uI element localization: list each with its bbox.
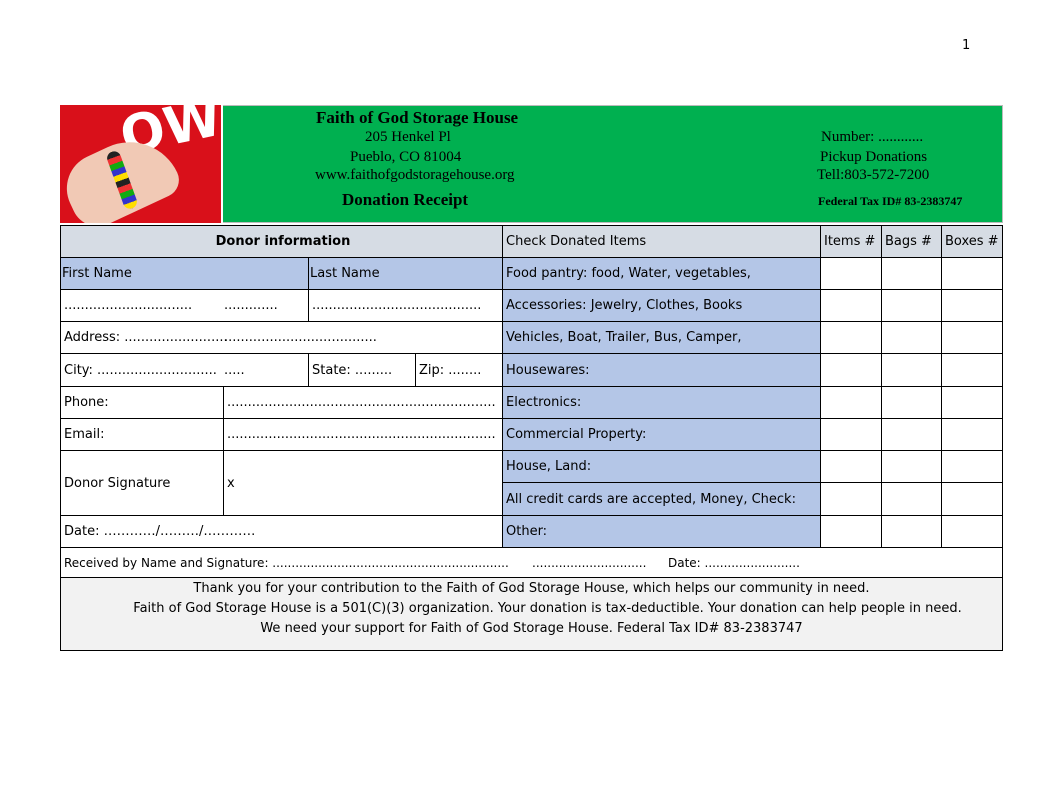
items-count-cell[interactable] <box>820 418 882 451</box>
state-field[interactable]: State: ......... <box>308 353 416 387</box>
items-count-header: Items # <box>820 225 882 258</box>
email-field[interactable]: ........................................… <box>223 418 503 451</box>
signature-label: Donor Signature <box>60 450 224 516</box>
phone-field[interactable]: ........................................… <box>223 386 503 419</box>
donor-section-title: Donor information <box>60 225 503 258</box>
date-field[interactable]: Date: …………/………/………… <box>60 515 503 548</box>
items-count-cell[interactable] <box>820 515 882 548</box>
boxes-count-cell[interactable] <box>941 321 1003 354</box>
address-field[interactable]: Address: ......................... .....… <box>60 321 503 354</box>
receipt-number: Number: ............ <box>821 129 924 145</box>
boxes-count-cell[interactable] <box>941 418 1003 451</box>
bags-count-cell[interactable] <box>881 450 942 483</box>
received-by-label: Received by Name and Signature: ........… <box>64 555 509 570</box>
boxes-count-cell[interactable] <box>941 386 1003 419</box>
org-name: Faith of God Storage House <box>316 108 519 127</box>
items-count-cell[interactable] <box>820 257 882 290</box>
org-street: 205 Henkel Pl <box>365 129 451 145</box>
received-by-row[interactable]: Received by Name and Signature: ........… <box>60 547 1003 578</box>
bags-count-cell[interactable] <box>881 321 942 354</box>
receipt-title: Donation Receipt <box>342 190 469 209</box>
org-website: www.faithofgodstoragehouse.org <box>315 167 515 183</box>
item-category-label: Electronics: <box>502 386 821 419</box>
boxes-count-cell[interactable] <box>941 450 1003 483</box>
footer-note: Thank you for your contribution to the F… <box>60 577 1003 651</box>
item-category-label: Commercial Property: <box>502 418 821 451</box>
items-count-cell[interactable] <box>820 321 882 354</box>
boxes-count-cell[interactable] <box>941 289 1003 322</box>
bags-count-cell[interactable] <box>881 418 942 451</box>
received-date: Date: ......................... <box>668 555 800 570</box>
item-category-label: Food pantry: food, Water, vegetables, <box>502 257 821 290</box>
phone-label: Phone: <box>60 386 224 419</box>
footer-line-3: We need your support for Faith of God St… <box>260 621 803 636</box>
item-category-label: Accessories: Jewelry, Clothes, Books <box>502 289 821 322</box>
bags-count-cell[interactable] <box>881 289 942 322</box>
footer-line-2: Faith of God Storage House is a 501(C)(3… <box>133 601 962 616</box>
city-field[interactable]: City: ............................. ....… <box>60 353 309 387</box>
items-header: Check Donated Items <box>502 225 821 258</box>
bags-count-cell[interactable] <box>881 353 942 387</box>
boxes-count-cell[interactable] <box>941 515 1003 548</box>
bags-count-cell[interactable] <box>881 482 942 516</box>
items-count-cell[interactable] <box>820 482 882 516</box>
tax-id: Federal Tax ID# 83-2383747 <box>818 194 963 208</box>
signature-field[interactable]: x <box>223 450 503 516</box>
org-city: Pueblo, CO 81004 <box>350 149 462 165</box>
last-name-label: Last Name <box>308 257 503 290</box>
email-label: Email: <box>60 418 224 451</box>
items-count-cell[interactable] <box>820 289 882 322</box>
city-dots: ..... <box>224 362 245 378</box>
items-count-cell[interactable] <box>820 450 882 483</box>
bags-count-cell[interactable] <box>881 386 942 419</box>
bags-count-header: Bags # <box>881 225 942 258</box>
boxes-count-header: Boxes # <box>941 225 1003 258</box>
first-name-dots: ............................... <box>64 298 193 313</box>
item-category-label: Other: <box>502 515 821 548</box>
bags-count-cell[interactable] <box>881 515 942 548</box>
item-category-label: All credit cards are accepted, Money, Ch… <box>502 482 821 516</box>
org-phone: Tell:803-572-7200 <box>817 167 930 183</box>
address-label: Address: ......................... <box>64 330 228 345</box>
items-count-cell[interactable] <box>820 386 882 419</box>
first-name-field[interactable]: ............................... ........… <box>60 289 309 322</box>
boxes-count-cell[interactable] <box>941 482 1003 516</box>
page-number: 1 <box>962 38 971 53</box>
received-dots: .............................. <box>532 555 647 570</box>
pickup-donations: Pickup Donations <box>820 149 928 165</box>
first-name-label: First Name <box>60 257 309 290</box>
address-dots: ..................................... <box>224 330 377 345</box>
zip-field[interactable]: Zip: ........ <box>415 353 503 387</box>
item-category-label: Housewares: <box>502 353 821 387</box>
item-category-label: House, Land: <box>502 450 821 483</box>
items-count-cell[interactable] <box>820 353 882 387</box>
footer-line-1: Thank you for your contribution to the F… <box>193 581 870 596</box>
boxes-count-cell[interactable] <box>941 257 1003 290</box>
item-category-label: Vehicles, Boat, Trailer, Bus, Camper, <box>502 321 821 354</box>
city-label: City: ............................. <box>64 362 217 378</box>
bags-count-cell[interactable] <box>881 257 942 290</box>
header-photo: OW! <box>60 105 223 223</box>
middle-name-dots: ............. <box>224 298 278 313</box>
last-name-field[interactable]: ........................................… <box>308 289 503 322</box>
boxes-count-cell[interactable] <box>941 353 1003 387</box>
